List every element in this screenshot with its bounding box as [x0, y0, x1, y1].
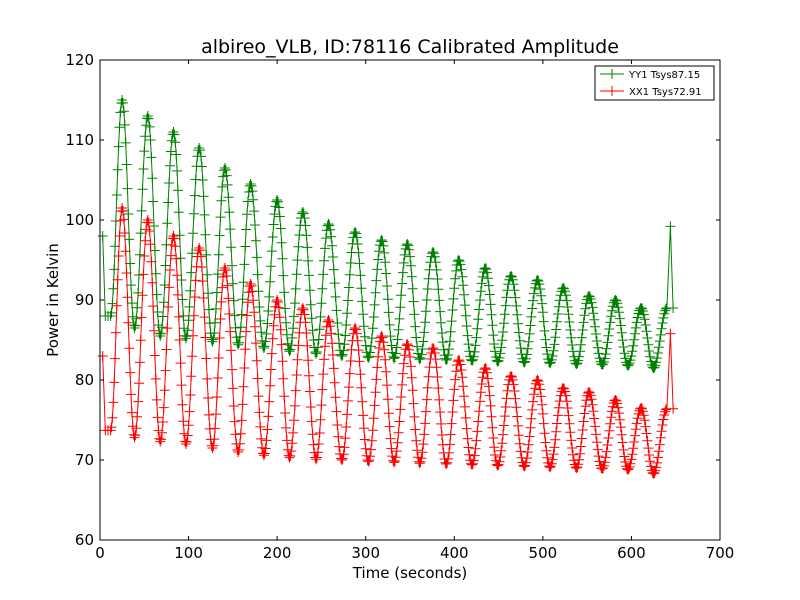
x-tick-label: 300: [351, 544, 380, 562]
x-tick-label: 700: [706, 544, 735, 562]
y-axis-label: Power in Kelvin: [44, 243, 62, 357]
x-axis-label: Time (seconds): [352, 564, 468, 582]
y-tick-label: 100: [65, 211, 94, 229]
x-tick-label: 500: [529, 544, 558, 562]
y-tick-label: 70: [75, 451, 94, 469]
legend-label-yy1: YY1 Tsys87.15: [628, 70, 700, 81]
x-tick-label: 0: [95, 544, 105, 562]
series-1: [97, 203, 679, 479]
y-tick-label: 110: [65, 131, 94, 149]
series-markers: [97, 203, 679, 479]
x-tick-label: 400: [440, 544, 469, 562]
y-tick-label: 120: [65, 51, 94, 69]
legend-marker-xx1: [607, 86, 617, 96]
y-tick-label: 90: [75, 291, 94, 309]
legend-marker-yy1: [607, 69, 617, 79]
legend-box: [594, 65, 715, 101]
series-layer: [97, 95, 679, 479]
x-tick-label: 200: [263, 544, 292, 562]
series-0: [97, 95, 679, 373]
chart-title: albireo_VLB, ID:78116 Calibrated Amplitu…: [201, 36, 619, 58]
series-markers: [97, 95, 679, 373]
x-tick-label: 600: [617, 544, 646, 562]
legend-label-xx1: XX1 Tsys72.91: [629, 87, 702, 98]
y-tick-label: 60: [75, 531, 94, 549]
x-tick-label: 100: [174, 544, 203, 562]
ticks-layer: 0 100 200 300 400 500 600 700 60 70 80 90 100 110 120: [65, 51, 734, 562]
y-tick-label: 80: [75, 371, 94, 389]
legend: YY1 Tsys87.15 XX1 Tsys72.91: [594, 65, 715, 101]
